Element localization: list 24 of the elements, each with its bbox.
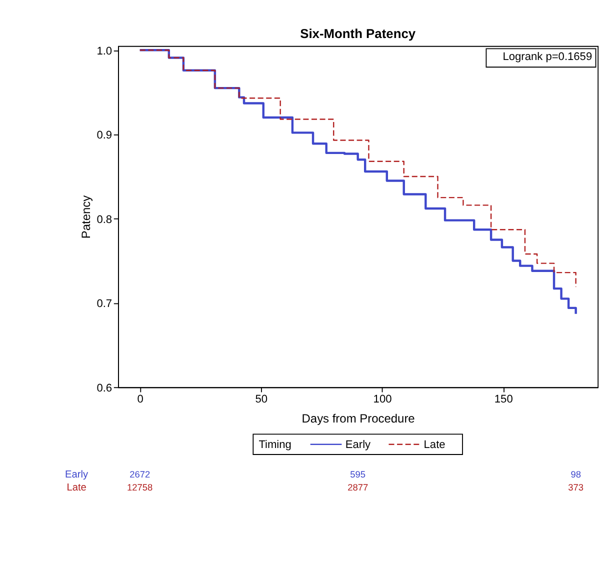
legend-label: Early bbox=[345, 439, 372, 452]
x-tick-label: 50 bbox=[255, 393, 268, 406]
y-tick-label: 0.9 bbox=[96, 130, 112, 142]
annotation: Logrank p=0.1659 bbox=[502, 50, 592, 63]
x-tick-label: 150 bbox=[494, 393, 513, 406]
text: 2877 bbox=[348, 482, 368, 492]
y-tick-label: 0.7 bbox=[96, 298, 112, 310]
x-tick-label: 100 bbox=[373, 393, 392, 406]
text: 373 bbox=[568, 482, 584, 492]
y-tick-label: 1.0 bbox=[96, 45, 112, 58]
text: 595 bbox=[350, 470, 366, 480]
text: Late bbox=[66, 482, 86, 494]
text: 98 bbox=[570, 470, 581, 480]
x-tick-label: 0 bbox=[137, 393, 144, 406]
text: 2672 bbox=[130, 470, 150, 480]
x-axis-title: Days from Procedure bbox=[302, 412, 416, 426]
text: Early bbox=[65, 470, 88, 481]
legend-title: Timing bbox=[258, 439, 292, 452]
y-tick-label: 0.8 bbox=[96, 214, 112, 226]
y-axis-title: Patency bbox=[79, 195, 94, 239]
y-tick-label: 0.6 bbox=[96, 382, 112, 394]
chart-title: Six-Month Patency bbox=[300, 26, 416, 42]
text: 12758 bbox=[127, 482, 153, 492]
legend-label: Late bbox=[424, 439, 446, 452]
